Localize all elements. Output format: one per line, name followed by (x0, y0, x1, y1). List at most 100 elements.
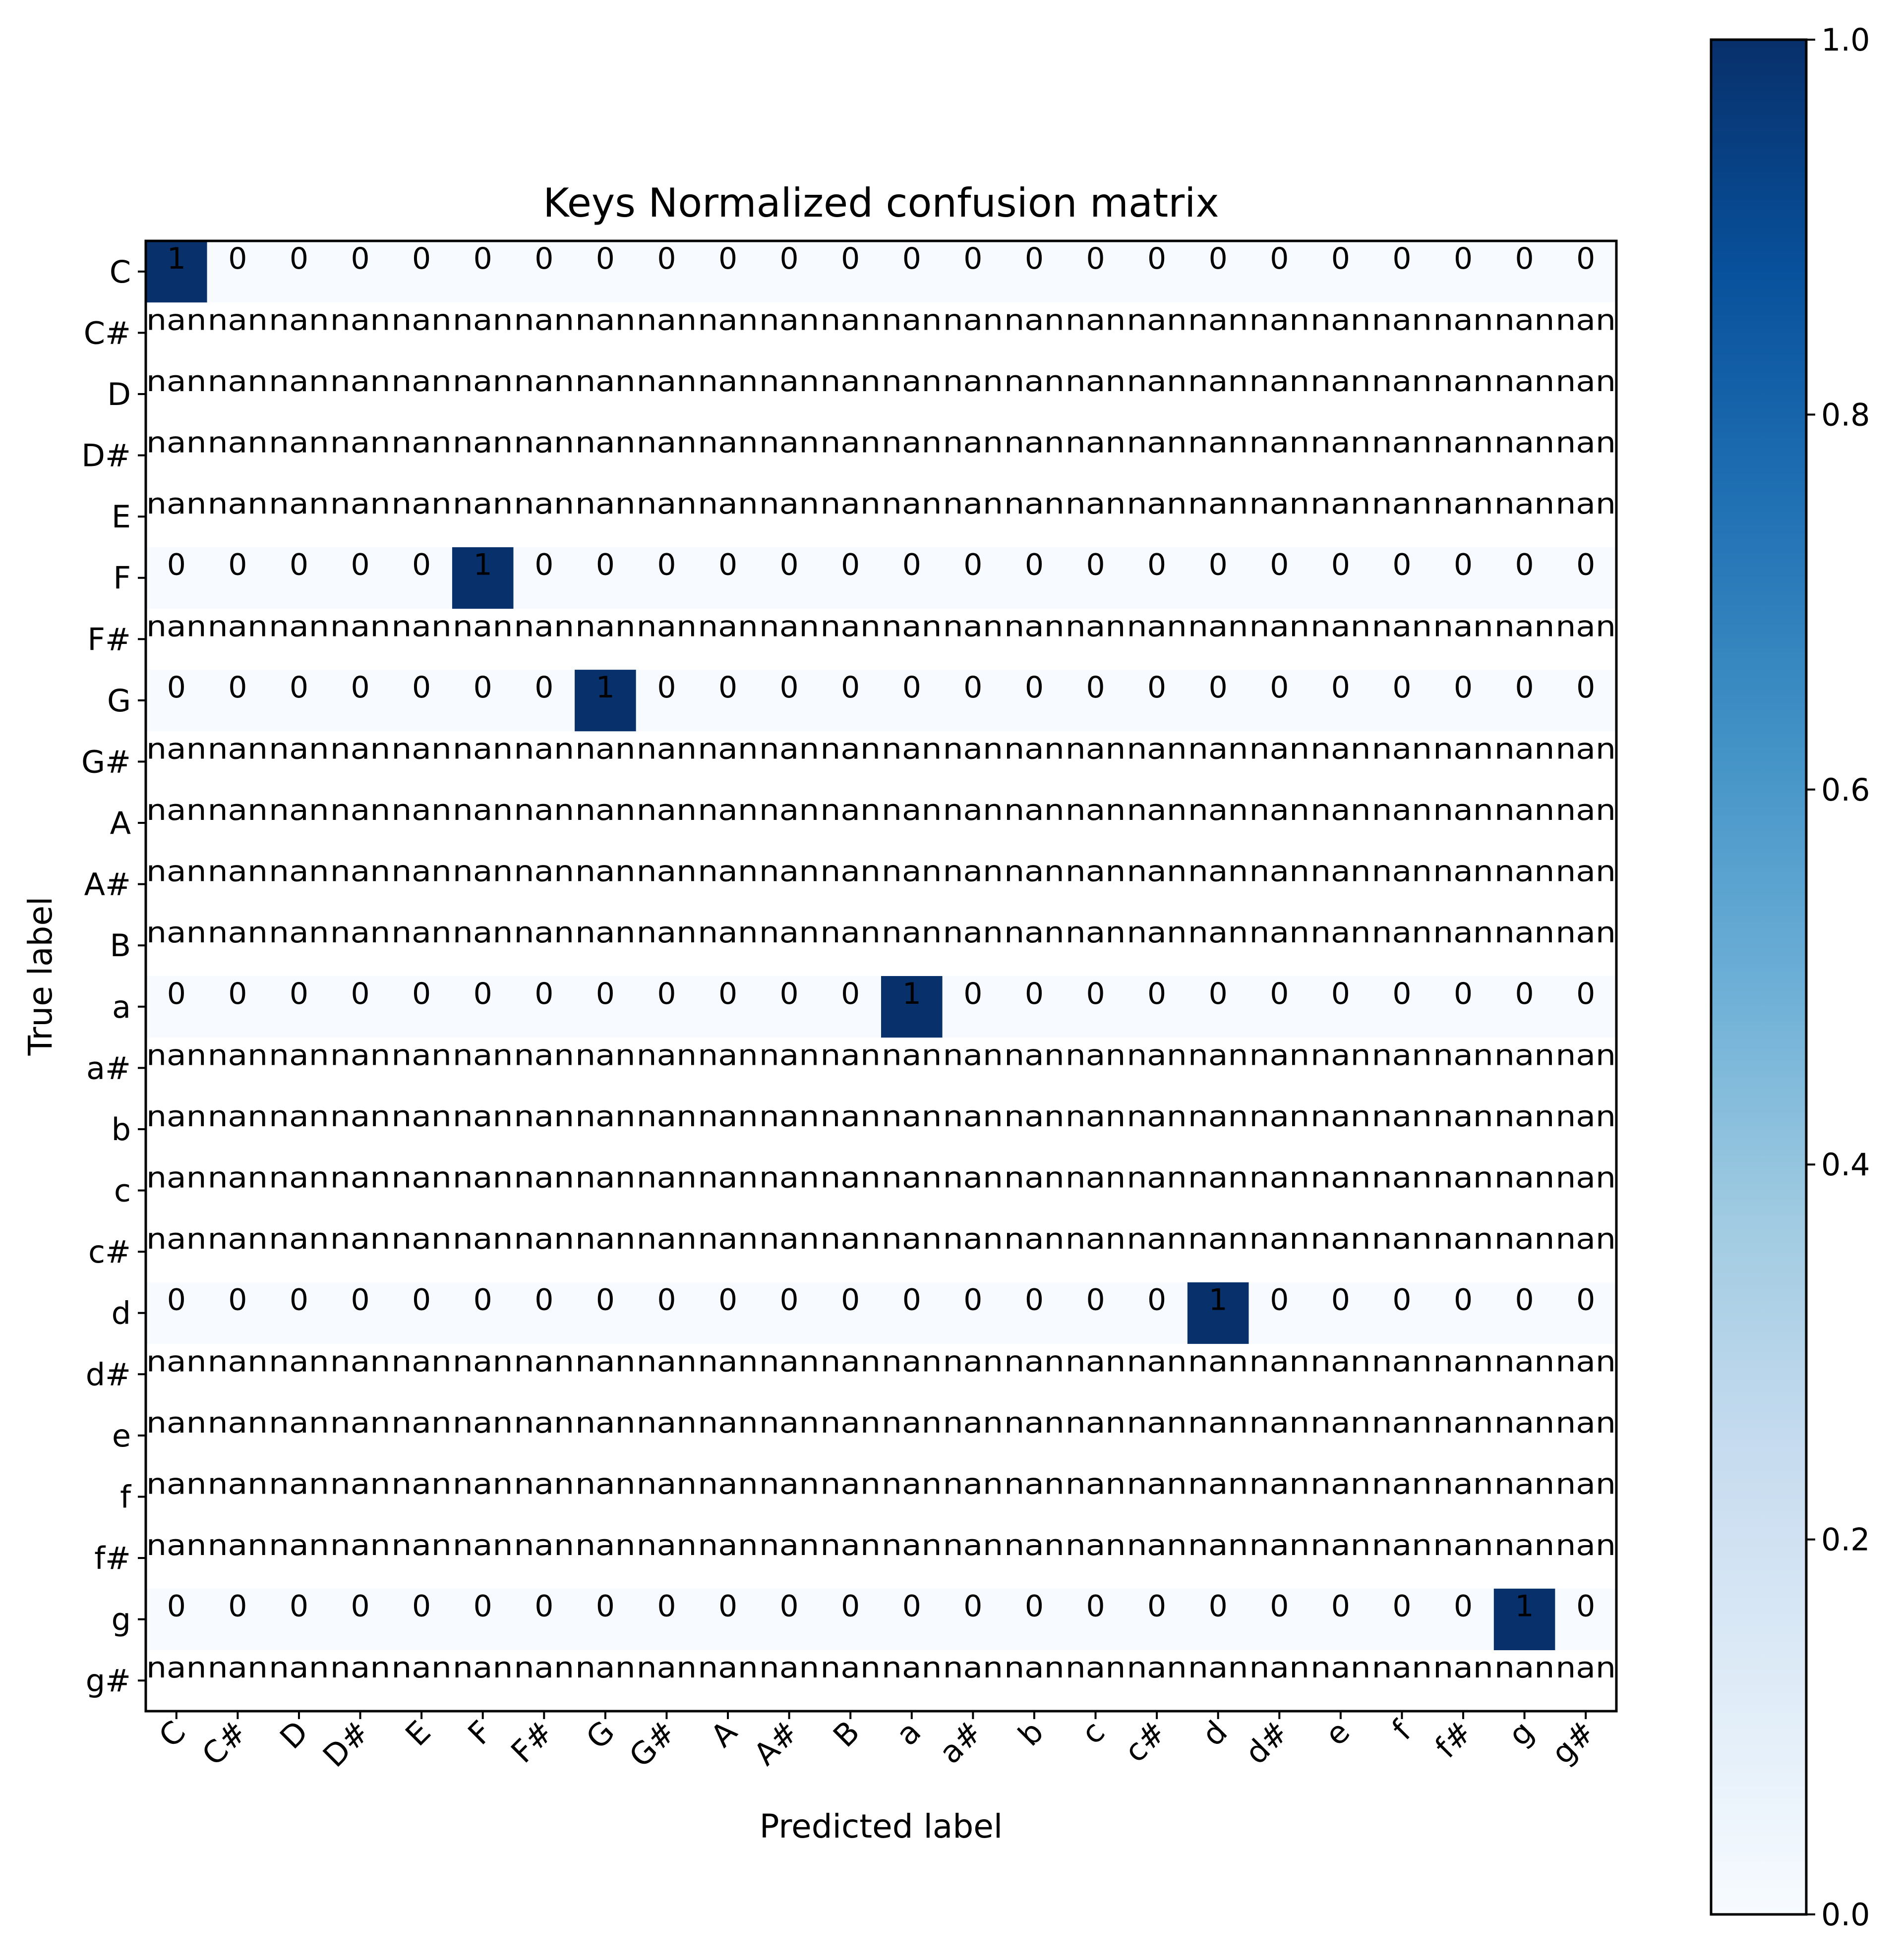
x-tick-label: G# (622, 1714, 683, 1774)
cell-value-label: nan (1372, 793, 1432, 827)
matrix-cell (1555, 1282, 1617, 1344)
cell-value-label: nan (820, 364, 881, 398)
matrix-cell (1065, 976, 1127, 1038)
cell-value-label: nan (759, 1222, 820, 1256)
cell-value-label: nan (1188, 1161, 1248, 1195)
cell-value-label: nan (1310, 1467, 1371, 1500)
cell-value-label: 0 (1454, 670, 1473, 705)
cell-value-label: nan (820, 1528, 881, 1562)
cell-value-label: nan (208, 1651, 268, 1684)
cell-value-label: nan (1004, 1651, 1065, 1684)
cell-value-label: nan (637, 855, 697, 888)
cell-value-label: 0 (167, 1283, 186, 1318)
y-tick-label: g (112, 1602, 131, 1638)
colorbar-tick-label: 1.0 (1821, 22, 1870, 58)
matrix-cell (1432, 670, 1494, 732)
cell-value-label: nan (759, 793, 820, 827)
cell-value-label: 0 (228, 1589, 247, 1624)
cell-value-label: 0 (1392, 1283, 1411, 1318)
cell-value-label: nan (820, 1161, 881, 1195)
cell-value-label: nan (1372, 855, 1432, 888)
cell-value-label: nan (820, 1099, 881, 1133)
cell-value-label: nan (208, 1406, 268, 1440)
matrix-cell (1004, 1282, 1066, 1344)
cell-value-label: nan (1433, 855, 1493, 888)
matrix-cell (329, 1588, 391, 1651)
cell-value-label: nan (882, 487, 942, 520)
matrix-cell (1432, 1588, 1494, 1651)
cell-value-label: nan (1004, 1344, 1065, 1378)
matrix-cell (820, 976, 882, 1038)
cell-value-label: nan (146, 732, 207, 765)
cell-value-label: nan (330, 1038, 391, 1072)
cell-value-label: nan (575, 1161, 636, 1195)
cell-value-label: 0 (657, 548, 676, 582)
matrix-cell (575, 1588, 637, 1651)
cell-value-label: nan (1372, 1344, 1432, 1378)
cell-value-label: 0 (228, 1283, 247, 1318)
cell-value-label: 0 (412, 1283, 431, 1318)
matrix-cell (1493, 547, 1556, 609)
matrix-cell (1432, 1282, 1494, 1344)
cell-value-label: nan (698, 916, 758, 949)
cell-value-label: nan (146, 487, 207, 520)
cell-value-label: nan (1310, 303, 1371, 337)
cell-value-label: 0 (1209, 548, 1228, 582)
cell-value-label: nan (391, 732, 452, 765)
cell-value-label: nan (637, 1099, 697, 1133)
cell-value-label: nan (514, 364, 575, 398)
cell-value-label: nan (637, 916, 697, 949)
cell-value-label: nan (943, 732, 1004, 765)
cell-value-label: nan (1127, 732, 1187, 765)
cell-value-label: 0 (1147, 670, 1166, 705)
matrix-cells (146, 241, 1617, 1651)
cell-value-label: 0 (474, 1589, 492, 1624)
cell-value-label: 0 (718, 670, 737, 705)
cell-value-label: 0 (1331, 241, 1350, 276)
cell-value-label: nan (1555, 1099, 1616, 1133)
cell-value-label: nan (820, 793, 881, 827)
cell-value-label: nan (882, 1161, 942, 1195)
cell-value-label: nan (637, 1222, 697, 1256)
colorbar-tick-label: 0.6 (1821, 772, 1870, 808)
cell-value-label: nan (1004, 732, 1065, 765)
cell-value-label: 0 (1086, 977, 1105, 1011)
matrix-cell (1065, 547, 1127, 609)
cell-value-label: 0 (167, 548, 186, 582)
matrix-cell (513, 1588, 575, 1651)
matrix-cell (1432, 976, 1494, 1038)
matrix-cell (1371, 976, 1433, 1038)
cell-value-label: 0 (1270, 977, 1289, 1011)
cell-value-label: nan (1249, 1467, 1310, 1500)
cell-value-label: nan (391, 1467, 452, 1500)
cell-value-label: nan (1433, 426, 1493, 460)
cell-value-label: 0 (1270, 1283, 1289, 1318)
matrix-cell (1310, 1588, 1372, 1651)
cell-value-label: nan (1188, 364, 1248, 398)
cell-value-label: 0 (290, 977, 308, 1011)
cell-value-label: 0 (412, 1589, 431, 1624)
cell-value-label: nan (1555, 1528, 1616, 1562)
cell-value-label: 0 (780, 241, 799, 276)
cell-value-label: nan (1372, 364, 1432, 398)
cell-value-label: nan (943, 1651, 1004, 1684)
cell-value-label: nan (453, 855, 513, 888)
cell-value-label: nan (637, 487, 697, 520)
cell-value-label: nan (1555, 1406, 1616, 1440)
matrix-cell (575, 670, 637, 732)
matrix-cell (452, 1588, 514, 1651)
cell-value-label: nan (269, 1038, 329, 1072)
matrix-cell (1432, 241, 1494, 303)
matrix-cell (1126, 976, 1188, 1038)
x-tick-label: G (579, 1714, 622, 1756)
cell-value-label: nan (1066, 855, 1126, 888)
cell-value-label: nan (1004, 855, 1065, 888)
cell-value-label: nan (146, 1161, 207, 1195)
matrix-cell (1555, 670, 1617, 732)
cell-value-label: nan (514, 1161, 575, 1195)
cell-value-label: nan (575, 1038, 636, 1072)
cell-value-label: 0 (841, 548, 860, 582)
cell-value-label: nan (1127, 609, 1187, 643)
matrix-cell (575, 547, 637, 609)
